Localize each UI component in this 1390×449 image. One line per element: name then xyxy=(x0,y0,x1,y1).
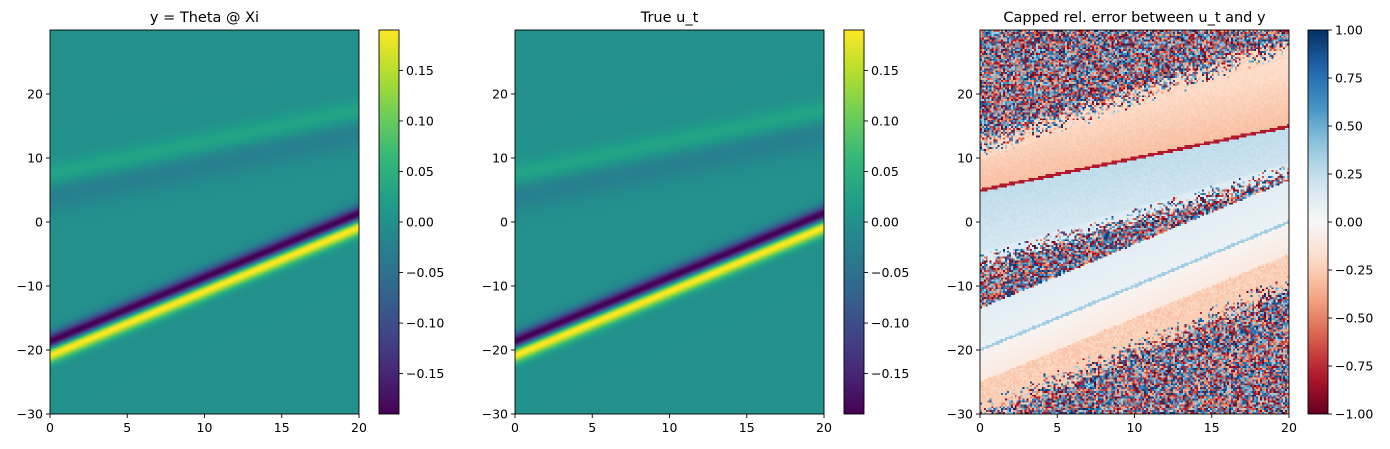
x-tick-label: 0 xyxy=(976,420,984,435)
y-tick-label: −30 xyxy=(17,407,43,422)
y-tick-label: 10 xyxy=(27,151,43,166)
colorbar-tick-label: −0.75 xyxy=(1335,359,1373,374)
colorbar-tick-label: 0.05 xyxy=(871,164,899,179)
y-tick-label: 0 xyxy=(965,215,973,230)
y-tick-label: 20 xyxy=(492,87,508,102)
y-tick-label: −10 xyxy=(482,279,508,294)
colorbar-gradient xyxy=(1308,30,1328,414)
colorbar-tick-label: −1.00 xyxy=(1335,407,1373,422)
y-tick-label: −20 xyxy=(482,343,508,358)
colorbar-tick-label: −0.50 xyxy=(1335,311,1373,326)
colorbar-tick-label: 0.75 xyxy=(1335,71,1363,86)
chart-title: True u_t xyxy=(640,10,699,26)
colorbar-tick-label: 0.00 xyxy=(1335,215,1363,230)
colorbar-tick-label: 1.00 xyxy=(1335,23,1363,38)
colorbar-tick-label: 0.15 xyxy=(406,63,434,78)
y-tick-label: 20 xyxy=(957,87,973,102)
y-tick-label: −20 xyxy=(17,343,43,358)
colorbar-tick-label: 0.15 xyxy=(871,63,899,78)
colorbar-tick-label: −0.10 xyxy=(406,316,444,331)
y-tick-label: 0 xyxy=(35,215,43,230)
x-tick-label: 5 xyxy=(123,420,131,435)
x-tick-label: 10 xyxy=(1127,420,1143,435)
colorbar-tick-label: −0.15 xyxy=(871,366,909,381)
x-tick-label: 5 xyxy=(1053,420,1061,435)
x-tick-label: 15 xyxy=(739,420,755,435)
colorbar-tick-label: 0.05 xyxy=(406,164,434,179)
colorbar-tick-label: 0.10 xyxy=(871,113,899,128)
x-tick-label: 0 xyxy=(511,420,519,435)
x-tick-label: 15 xyxy=(274,420,290,435)
x-tick-label: 20 xyxy=(1281,420,1297,435)
chart-title: y = Theta @ Xi xyxy=(150,10,259,26)
y-tick-label: −10 xyxy=(947,279,973,294)
x-tick-label: 5 xyxy=(588,420,596,435)
y-tick-label: 10 xyxy=(492,151,508,166)
y-tick-label: 10 xyxy=(957,151,973,166)
colorbar-tick-label: −0.15 xyxy=(406,366,444,381)
y-tick-label: −30 xyxy=(947,407,973,422)
heatmap-image xyxy=(50,30,359,414)
x-tick-label: 10 xyxy=(197,420,213,435)
colorbar-tick-label: 0.10 xyxy=(406,113,434,128)
colorbar-tick-label: 0.00 xyxy=(871,215,899,230)
y-tick-label: 0 xyxy=(500,215,508,230)
x-tick-label: 10 xyxy=(662,420,678,435)
x-tick-label: 20 xyxy=(816,420,832,435)
x-tick-label: 20 xyxy=(351,420,367,435)
y-tick-label: −10 xyxy=(17,279,43,294)
colorbar-tick-label: −0.25 xyxy=(1335,263,1373,278)
colorbar-tick-label: 0.00 xyxy=(406,215,434,230)
colorbar-gradient xyxy=(379,30,399,414)
y-tick-label: −20 xyxy=(947,343,973,358)
y-tick-label: −30 xyxy=(482,407,508,422)
heatmap-image xyxy=(980,30,1289,414)
chart-title: Capped rel. error between u_t and y xyxy=(1003,10,1266,26)
colorbar-tick-label: 0.25 xyxy=(1335,167,1363,182)
colorbar-tick-label: −0.10 xyxy=(871,316,909,331)
colorbar-tick-label: −0.05 xyxy=(871,265,909,280)
colorbar-tick-label: 0.50 xyxy=(1335,119,1363,134)
heatmap-image xyxy=(515,30,824,414)
x-tick-label: 0 xyxy=(46,420,54,435)
colorbar-gradient xyxy=(844,30,864,414)
colorbar-tick-label: −0.05 xyxy=(406,265,444,280)
x-tick-label: 15 xyxy=(1204,420,1220,435)
y-tick-label: 20 xyxy=(27,87,43,102)
